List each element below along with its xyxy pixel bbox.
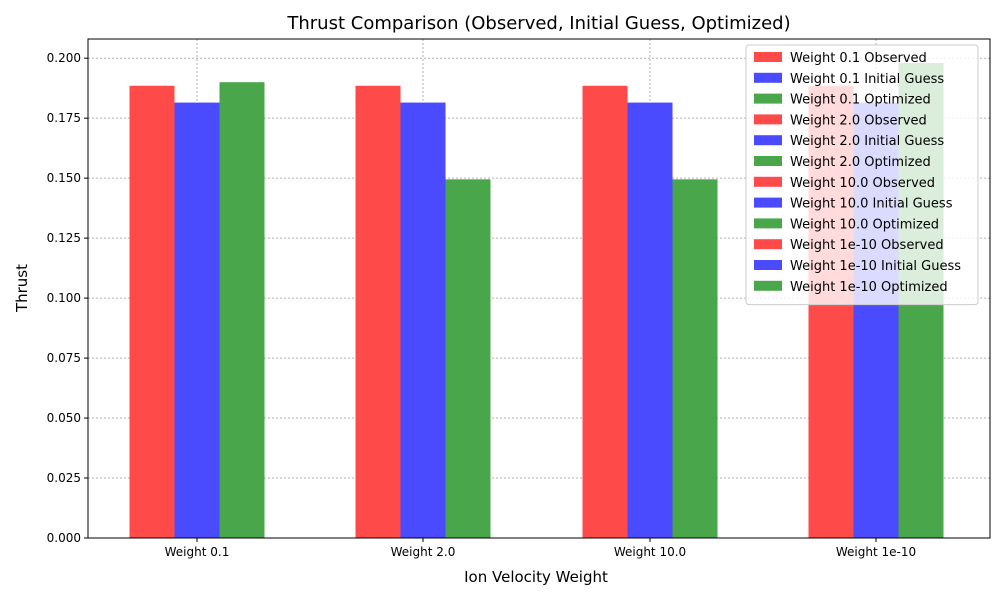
- x-axis-label: Ion Velocity Weight: [464, 568, 608, 586]
- legend-swatch: [754, 260, 782, 270]
- legend-entry-label: Weight 10.0 Optimized: [790, 217, 939, 232]
- legend-box: [745, 44, 979, 306]
- legend-entry-label: Weight 0.1 Initial Guess: [790, 72, 944, 87]
- legend-entry-label: Weight 2.0 Optimized: [790, 155, 931, 170]
- ticks-layer: 0.000 0.025 0.050 0.075 0.100 0.125 0.150 0.175…: [47, 51, 916, 559]
- legend-entry-label: Weight 10.0 Initial Guess: [790, 197, 953, 212]
- bar-optimized: [672, 179, 718, 538]
- legend-swatch: [754, 72, 782, 83]
- y-tick-label: 0.050: [47, 411, 81, 425]
- legend-swatch: [754, 176, 782, 187]
- x-tick-label: Weight 10.0: [614, 545, 686, 559]
- legend-swatch: [754, 197, 782, 208]
- legend-swatch: [754, 114, 782, 125]
- y-axis-label: Thrust: [13, 264, 31, 313]
- legend-swatch: [754, 135, 782, 146]
- legend: Weight 0.1 Observed Weight 0.1 Initial Gu…: [745, 44, 979, 306]
- legend-entry-label: Weight 2.0 Observed: [790, 113, 927, 128]
- legend-entry-label: Weight 1e-10 Initial Guess: [790, 259, 961, 274]
- x-tick-label: Weight 1e-10: [836, 545, 916, 559]
- y-tick-label: 0.025: [47, 471, 81, 485]
- legend-entry-label: Weight 2.0 Initial Guess: [790, 134, 944, 149]
- legend-swatch: [754, 156, 782, 166]
- legend-entry-label: Weight 1e-10 Observed: [790, 238, 944, 253]
- legend-swatch: [754, 52, 782, 62]
- legend-entry-label: Weight 1e-10 Optimized: [790, 280, 948, 295]
- chart-title: Thrust Comparison (Observed, Initial Gue…: [286, 13, 790, 34]
- legend-entry-label: Weight 10.0 Observed: [790, 176, 935, 191]
- bar-observed: [129, 85, 175, 538]
- y-tick-label: 0.075: [47, 351, 81, 365]
- legend-swatch: [754, 280, 782, 291]
- y-tick-label: 0.175: [47, 111, 81, 125]
- legend-entry-label: Weight 0.1 Optimized: [790, 93, 931, 108]
- plot-frame: [87, 38, 991, 539]
- bar-optimized: [445, 179, 491, 538]
- legend-swatch: [754, 239, 782, 250]
- x-tick-label: Weight 0.1: [165, 545, 230, 559]
- legend-swatch: [754, 218, 782, 229]
- x-tick-label: Weight 2.0: [391, 545, 456, 559]
- y-tick-label: 0.000: [47, 531, 81, 545]
- bar-initial-guess: [174, 102, 220, 538]
- y-tick-label: 0.125: [47, 231, 81, 245]
- bar-observed: [582, 85, 628, 538]
- y-tick-label: 0.150: [47, 171, 81, 185]
- bar-observed: [355, 85, 401, 538]
- y-tick-label: 0.200: [47, 51, 81, 65]
- legend-entry-label: Weight 0.1 Observed: [790, 51, 927, 66]
- y-tick-label: 0.100: [47, 291, 81, 305]
- bar-optimized: [219, 82, 265, 539]
- legend-swatch: [754, 93, 782, 104]
- bar-initial-guess: [400, 102, 446, 538]
- bar-initial-guess: [627, 102, 673, 538]
